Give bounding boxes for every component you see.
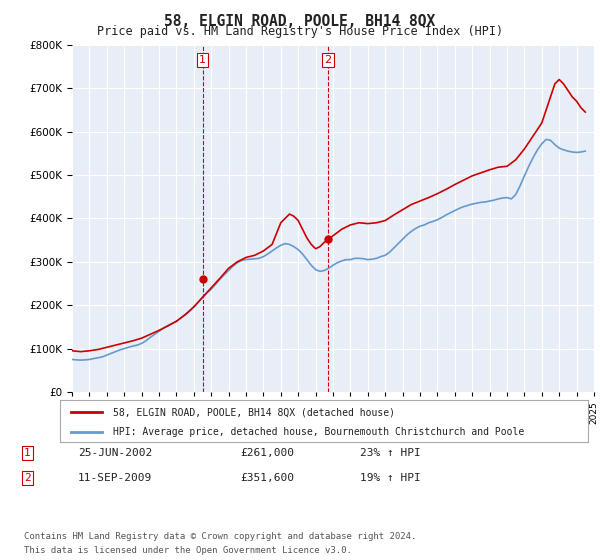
Text: 19% ↑ HPI: 19% ↑ HPI <box>360 473 421 483</box>
Text: 1: 1 <box>199 55 206 65</box>
Text: 23% ↑ HPI: 23% ↑ HPI <box>360 448 421 458</box>
Text: HPI: Average price, detached house, Bournemouth Christchurch and Poole: HPI: Average price, detached house, Bour… <box>113 427 524 437</box>
Text: 11-SEP-2009: 11-SEP-2009 <box>78 473 152 483</box>
Text: Price paid vs. HM Land Registry's House Price Index (HPI): Price paid vs. HM Land Registry's House … <box>97 25 503 38</box>
Text: 2: 2 <box>324 55 331 65</box>
Text: £351,600: £351,600 <box>240 473 294 483</box>
Text: 2: 2 <box>24 473 31 483</box>
Text: 25-JUN-2002: 25-JUN-2002 <box>78 448 152 458</box>
Text: 58, ELGIN ROAD, POOLE, BH14 8QX: 58, ELGIN ROAD, POOLE, BH14 8QX <box>164 14 436 29</box>
Text: 1: 1 <box>24 448 31 458</box>
Text: This data is licensed under the Open Government Licence v3.0.: This data is licensed under the Open Gov… <box>24 546 352 555</box>
Text: £261,000: £261,000 <box>240 448 294 458</box>
Text: Contains HM Land Registry data © Crown copyright and database right 2024.: Contains HM Land Registry data © Crown c… <box>24 532 416 541</box>
Text: 58, ELGIN ROAD, POOLE, BH14 8QX (detached house): 58, ELGIN ROAD, POOLE, BH14 8QX (detache… <box>113 407 395 417</box>
